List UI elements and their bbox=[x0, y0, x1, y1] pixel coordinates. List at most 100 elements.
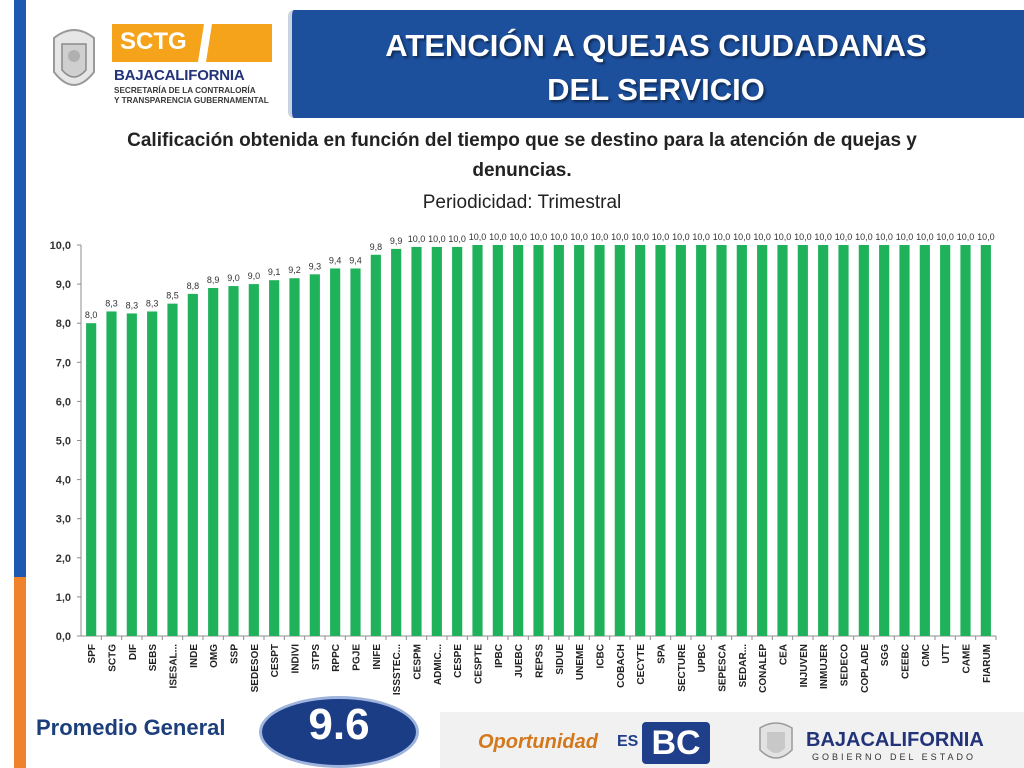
bar bbox=[513, 245, 524, 636]
data-label: 9,0 bbox=[227, 273, 240, 283]
bar bbox=[858, 245, 869, 636]
x-tick-label: STPS bbox=[311, 644, 322, 670]
x-tick-label: REPSS bbox=[535, 644, 546, 678]
data-label: 10,0 bbox=[428, 234, 446, 244]
data-label: 10,0 bbox=[530, 232, 548, 242]
average-value: 9.6 bbox=[308, 700, 370, 749]
bar bbox=[696, 245, 707, 636]
y-tick-label: 6,0 bbox=[56, 396, 71, 408]
x-tick-label: INDIVI bbox=[291, 644, 302, 674]
x-tick-label: CONALEP bbox=[758, 644, 769, 693]
x-tick-label: OMG bbox=[209, 644, 220, 668]
y-tick-label: 4,0 bbox=[56, 475, 71, 487]
data-label: 10,0 bbox=[692, 232, 710, 242]
y-tick-label: 10,0 bbox=[50, 240, 71, 252]
baja-text: BAJA bbox=[114, 67, 155, 84]
x-tick-label: INIFE bbox=[372, 644, 383, 670]
x-tick-label: SEPESCA bbox=[718, 644, 729, 692]
chart-subtitle-line-2: denuncias. bbox=[472, 160, 572, 181]
y-tick-label: 3,0 bbox=[56, 514, 71, 526]
data-label: 10,0 bbox=[936, 232, 954, 242]
x-tick-label: ISSSTEC... bbox=[392, 644, 403, 695]
data-label: 10,0 bbox=[672, 232, 690, 242]
x-tick-label: INMUJER bbox=[819, 643, 830, 689]
bar bbox=[716, 245, 727, 636]
x-tick-label: JUEBC bbox=[514, 644, 525, 678]
x-tick-label: SCTG bbox=[108, 644, 119, 672]
bar bbox=[289, 278, 300, 636]
data-label: 10,0 bbox=[469, 232, 487, 242]
bar bbox=[370, 254, 381, 636]
x-tick-label: SGG bbox=[880, 644, 891, 666]
x-tick-label: INDE bbox=[189, 644, 200, 668]
x-tick-label: CAME bbox=[962, 644, 973, 674]
bar bbox=[350, 268, 361, 636]
periodicity-label: Periodicidad: Trimestral bbox=[422, 192, 622, 213]
bar bbox=[553, 245, 564, 636]
page-title-line-1: ATENCIÓN A QUEJAS CIUDADANAS bbox=[385, 28, 927, 63]
x-tick-label: SPA bbox=[657, 644, 668, 664]
bar bbox=[797, 245, 808, 636]
bar bbox=[736, 245, 747, 636]
bar bbox=[899, 245, 910, 636]
y-tick-label: 9,0 bbox=[56, 279, 71, 291]
bar bbox=[269, 280, 280, 636]
y-tick-label: 8,0 bbox=[56, 318, 71, 330]
left-accent-bar bbox=[14, 0, 26, 768]
data-label: 10,0 bbox=[509, 232, 527, 242]
y-tick-label: 2,0 bbox=[56, 553, 71, 565]
data-label: 10,0 bbox=[448, 234, 466, 244]
x-tick-label: CECYTE bbox=[636, 644, 647, 685]
x-tick-label: CMC bbox=[921, 644, 932, 667]
x-tick-label: ISESAL... bbox=[169, 644, 180, 689]
state-seal-small-icon bbox=[759, 722, 793, 759]
x-tick-label: UTT bbox=[941, 644, 952, 663]
x-tick-label: UPBC bbox=[697, 644, 708, 672]
bar bbox=[940, 245, 951, 636]
page-title-line-2: DEL SERVICIO bbox=[547, 72, 765, 107]
data-label: 8,3 bbox=[126, 300, 139, 310]
sctg-text: SCTG bbox=[120, 28, 187, 55]
data-label: 10,0 bbox=[408, 234, 426, 244]
x-tick-label: SPF bbox=[87, 644, 98, 663]
bar bbox=[675, 245, 686, 636]
x-tick-label: SEDAR... bbox=[738, 644, 749, 688]
data-label: 10,0 bbox=[957, 232, 975, 242]
oportunidad-logo-text: Oportunidad bbox=[478, 731, 598, 753]
data-label: 10,0 bbox=[611, 232, 629, 242]
x-tick-label: CEEBC bbox=[901, 644, 912, 679]
x-tick-label: IPBC bbox=[494, 644, 505, 668]
y-tick-label: 0,0 bbox=[56, 631, 71, 643]
x-tick-label: DIF bbox=[128, 644, 139, 660]
bar bbox=[757, 245, 768, 636]
sctg-badge: SCTG bbox=[112, 24, 272, 62]
x-tick-label: CESPE bbox=[453, 644, 464, 678]
california-text: CALIFORNIA bbox=[154, 67, 245, 84]
bar bbox=[330, 268, 341, 636]
bar bbox=[614, 245, 625, 636]
data-label: 10,0 bbox=[753, 232, 771, 242]
chart-subtitle-line-1: Calificación obtenida en función del tie… bbox=[127, 130, 917, 151]
x-tick-label: SSP bbox=[230, 644, 241, 664]
y-tick-label: 1,0 bbox=[56, 592, 71, 604]
x-tick-label: CEA bbox=[779, 644, 790, 665]
x-tick-label: ADMIC... bbox=[433, 644, 444, 685]
sctg-logo-block: SCTG BAJACALIFORNIA SECRETARÍA DE LA CON… bbox=[40, 10, 280, 110]
data-label: 8,0 bbox=[85, 310, 98, 320]
bar bbox=[309, 274, 320, 636]
data-label: 10,0 bbox=[774, 232, 792, 242]
bar bbox=[980, 245, 991, 636]
bar bbox=[838, 245, 849, 636]
header-band bbox=[288, 10, 1024, 118]
data-label: 10,0 bbox=[489, 232, 507, 242]
data-label: 9,3 bbox=[309, 261, 322, 271]
left-accent-orange bbox=[14, 577, 26, 768]
x-tick-label: CESPT bbox=[270, 644, 281, 677]
data-label: 10,0 bbox=[733, 232, 751, 242]
data-label: 9,4 bbox=[349, 255, 362, 265]
data-label: 9,0 bbox=[248, 271, 261, 281]
logo-subtitle-2: Y TRANSPARENCIA GUBERNAMENTAL bbox=[114, 96, 269, 105]
baja-california-footer-text: BAJACALIFORNIA bbox=[806, 729, 984, 751]
data-label: 10,0 bbox=[550, 232, 568, 242]
